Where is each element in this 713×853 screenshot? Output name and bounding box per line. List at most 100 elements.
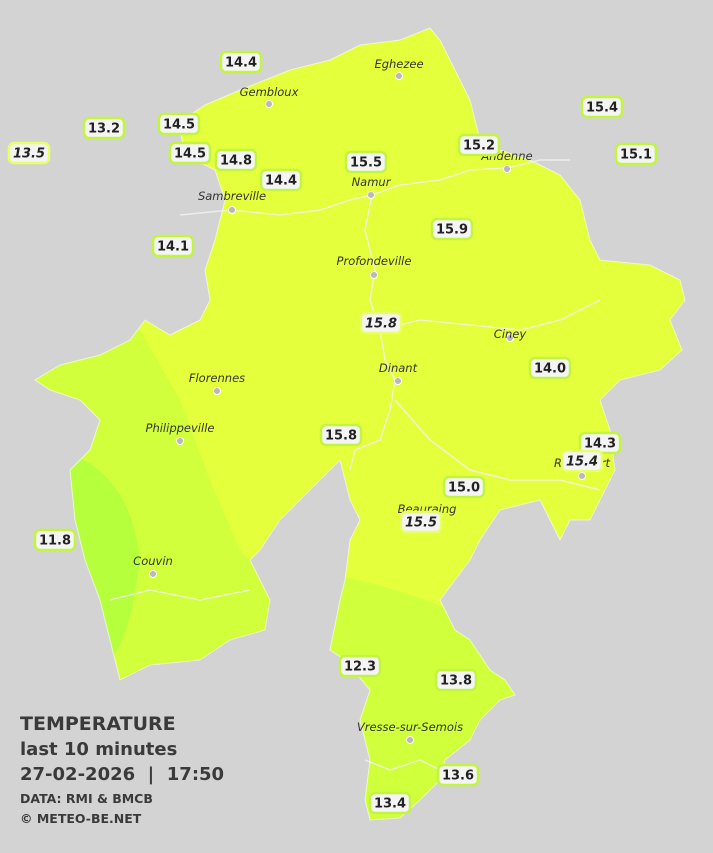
station: 15.9 — [430, 217, 474, 241]
station-box — [7, 141, 51, 165]
city-label: Namur — [352, 175, 392, 189]
city-dot — [367, 191, 375, 199]
station-box — [457, 133, 501, 157]
station-box — [344, 150, 388, 174]
station-value: 15.8 — [325, 429, 357, 444]
city-dot — [213, 387, 221, 395]
legend-credit: © METEO-BE.NET — [20, 811, 142, 826]
station-value: 14.5 — [163, 118, 195, 133]
station-box — [368, 791, 412, 815]
station-value: 15.5 — [350, 156, 382, 171]
city-dot — [370, 271, 378, 279]
station-box — [442, 475, 486, 499]
station-value: 14.1 — [157, 240, 189, 255]
city-dot — [149, 570, 157, 578]
station-box — [168, 141, 212, 165]
station: 15.2 — [457, 133, 501, 157]
city-dot — [506, 334, 514, 342]
station-box — [560, 449, 604, 473]
city-label: Vresse-sur-Semois — [357, 720, 463, 734]
river-bocq — [379, 299, 601, 331]
station: 15.8 — [319, 423, 363, 447]
station-value: 14.4 — [225, 56, 257, 71]
city-dot — [503, 165, 511, 173]
station-box — [399, 510, 443, 534]
legend: TEMPERATURE last 10 minutes 27-02-2026 |… — [20, 713, 224, 826]
station: 15.4 — [560, 449, 604, 473]
river-meuse — [349, 194, 396, 471]
station-box — [157, 112, 201, 136]
station-value: 15.0 — [448, 481, 480, 496]
station-value: 14.8 — [220, 154, 252, 169]
station-value: 15.5 — [405, 516, 437, 531]
river-viroin — [109, 589, 251, 601]
station-box — [259, 168, 303, 192]
station-value: 14.3 — [584, 437, 616, 452]
station-box — [219, 50, 263, 74]
station-value: 15.8 — [365, 317, 397, 332]
station: 13.2 — [82, 116, 126, 140]
rivers — [109, 159, 601, 771]
station-value: 14.5 — [174, 147, 206, 162]
city-label: Philippeville — [146, 421, 215, 435]
legend-subtitle: last 10 minutes — [20, 739, 177, 760]
city-label: Florennes — [189, 371, 245, 385]
station-value: 13.5 — [13, 147, 45, 162]
station-box — [338, 654, 382, 678]
station: 15.0 — [442, 475, 486, 499]
station-box — [614, 142, 658, 166]
station: 14.0 — [528, 356, 572, 380]
station: 14.5 — [168, 141, 212, 165]
city-dot — [406, 736, 414, 744]
station-box — [319, 423, 363, 447]
station-value: 14.4 — [265, 174, 297, 189]
station: 14.4 — [219, 50, 263, 74]
station-value: 15.4 — [566, 455, 598, 470]
station-value: 14.0 — [534, 362, 566, 377]
city-dot — [265, 100, 273, 108]
station-box — [580, 95, 624, 119]
city-label: Dinant — [379, 361, 418, 375]
city-label: Sambreville — [198, 189, 266, 203]
station-box — [434, 668, 478, 692]
legend-source: DATA: RMI & BMCB — [20, 791, 153, 806]
station: 15.5 — [399, 510, 443, 534]
station-value: 11.8 — [39, 534, 71, 549]
city-dot — [578, 472, 586, 480]
station-value: 13.2 — [88, 122, 120, 137]
station-box — [33, 528, 77, 552]
station: 14.8 — [214, 148, 258, 172]
station-value: 12.3 — [344, 660, 376, 675]
river-lesse — [394, 399, 601, 491]
station-box — [214, 148, 258, 172]
station-value: 13.4 — [374, 797, 406, 812]
station: 14.4 — [259, 168, 303, 192]
station: 14.1 — [151, 234, 195, 258]
city-label: Ciney — [494, 327, 527, 341]
city-dot — [395, 72, 403, 80]
station-value: 13.8 — [440, 674, 472, 689]
station-value: 15.1 — [620, 148, 652, 163]
station-box — [359, 311, 403, 335]
station: 11.8 — [33, 528, 77, 552]
station-value: 15.2 — [463, 139, 495, 154]
stations: 14.4 13.2 13.5 14.5 14.5 14.8 14.4 15.5 15.2 15.4… — [7, 50, 658, 815]
city-label: Eghezee — [374, 57, 423, 71]
station: 15.4 — [580, 95, 624, 119]
station: 12.3 — [338, 654, 382, 678]
station-box — [430, 217, 474, 241]
station: 14.5 — [157, 112, 201, 136]
city-label: Profondeville — [337, 254, 412, 268]
station-box — [436, 763, 480, 787]
legend-timestamp: 27-02-2026 | 17:50 — [20, 764, 224, 785]
city-label: Couvin — [133, 554, 173, 568]
river-sambre-meuse — [179, 159, 570, 216]
station: 13.6 — [436, 763, 480, 787]
station: 15.5 — [344, 150, 388, 174]
station: 15.1 — [614, 142, 658, 166]
legend-title: TEMPERATURE — [20, 713, 176, 735]
station: 13.8 — [434, 668, 478, 692]
station-value: 13.6 — [442, 769, 474, 784]
station-box — [82, 116, 126, 140]
station: 14.3 — [578, 431, 622, 455]
